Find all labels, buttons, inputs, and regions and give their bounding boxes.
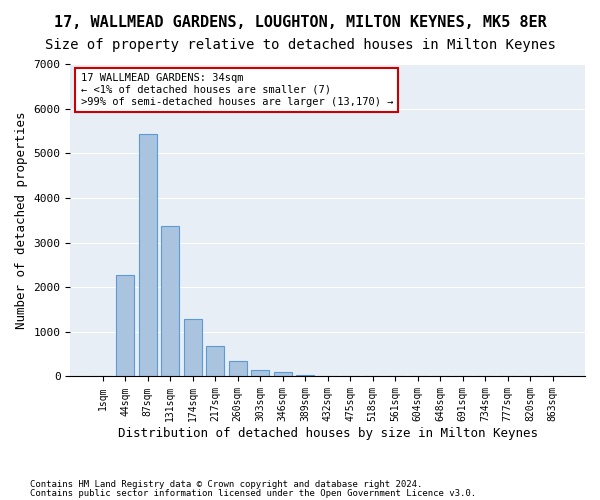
Bar	[296, 375, 314, 376]
Bar	[251, 370, 269, 376]
Y-axis label: Number of detached properties: Number of detached properties	[15, 112, 28, 329]
Text: Size of property relative to detached houses in Milton Keynes: Size of property relative to detached ho…	[44, 38, 556, 52]
Text: 17 WALLMEAD GARDENS: 34sqm
← <1% of detached houses are smaller (7)
>99% of semi: 17 WALLMEAD GARDENS: 34sqm ← <1% of deta…	[80, 74, 393, 106]
Bar	[116, 274, 134, 376]
Bar	[274, 372, 292, 376]
Text: Contains public sector information licensed under the Open Government Licence v3: Contains public sector information licen…	[30, 489, 476, 498]
Bar	[161, 226, 179, 376]
Bar	[184, 319, 202, 376]
Text: 17, WALLMEAD GARDENS, LOUGHTON, MILTON KEYNES, MK5 8ER: 17, WALLMEAD GARDENS, LOUGHTON, MILTON K…	[53, 15, 547, 30]
Bar	[229, 361, 247, 376]
Bar	[206, 346, 224, 376]
X-axis label: Distribution of detached houses by size in Milton Keynes: Distribution of detached houses by size …	[118, 427, 538, 440]
Bar	[139, 134, 157, 376]
Text: Contains HM Land Registry data © Crown copyright and database right 2024.: Contains HM Land Registry data © Crown c…	[30, 480, 422, 489]
